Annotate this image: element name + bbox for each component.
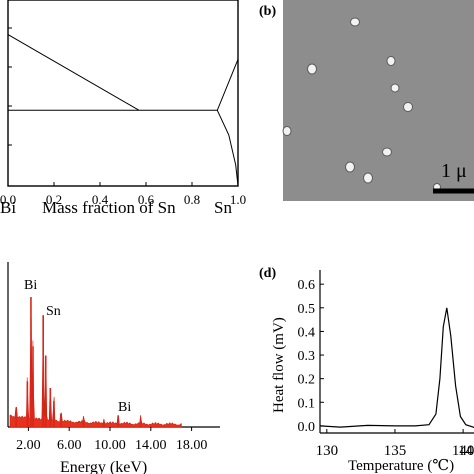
sem-particle bbox=[345, 161, 355, 173]
sem-particle bbox=[403, 102, 413, 112]
sem-particle bbox=[350, 17, 360, 27]
phase-diagram-lines bbox=[7, 34, 239, 187]
d-ytick-label: 0.3 bbox=[298, 349, 316, 364]
a-xtick-label: 0.2 bbox=[46, 192, 62, 207]
c-xtick-label: 2.00 bbox=[16, 438, 41, 453]
peak-label-bi: Bi bbox=[24, 278, 37, 293]
d-xtick-label: 130 bbox=[316, 443, 339, 459]
sem-particle bbox=[382, 147, 392, 157]
sem-image bbox=[283, 0, 474, 201]
d-ytick-label: 0.5 bbox=[298, 302, 316, 317]
panel-b: (b) 1 μ bbox=[259, 0, 474, 201]
c-xtick-label: 14.00 bbox=[135, 438, 167, 453]
panel-c: 2.00 6.00 10.00 14.00 18.00 Bi Sn Bi Energy … bbox=[7, 262, 220, 474]
a-xtick-label: 0.4 bbox=[92, 192, 109, 207]
sem-particle bbox=[282, 126, 292, 136]
d-xtick-label: 135 bbox=[384, 443, 407, 459]
sem-particle bbox=[363, 172, 373, 184]
c-xtick-label: 18.00 bbox=[176, 438, 208, 453]
c-xlabel: Energy (keV) bbox=[60, 459, 147, 474]
c-x-ticks: 2.00 6.00 10.00 14.00 18.00 bbox=[16, 427, 207, 453]
panel-d-label: (d) bbox=[259, 266, 276, 281]
a-x-ticks: 0.0 0.2 0.4 0.6 0.8 1.0 bbox=[0, 182, 246, 207]
sem-particles bbox=[282, 17, 441, 191]
a-xtick-label: 0.0 bbox=[0, 192, 16, 207]
dsc-curve bbox=[319, 307, 474, 429]
panel-b-label: (b) bbox=[259, 4, 276, 19]
c-xtick-label: 6.00 bbox=[57, 438, 82, 453]
a-xlabel-right: Sn bbox=[214, 198, 232, 217]
sem-particle bbox=[390, 83, 400, 93]
peak-label-bi-l: Bi bbox=[118, 400, 131, 415]
d-ytick-label: 0.0 bbox=[298, 420, 316, 435]
sem-particle bbox=[386, 56, 396, 66]
a-xlabel: Mass fraction of Sn bbox=[42, 198, 176, 217]
a-xtick-label: 1.0 bbox=[230, 192, 246, 207]
d-ytick-label: 0.1 bbox=[298, 396, 316, 411]
d-y-ticks: 0.0 0.1 0.2 0.3 0.4 0.5 0.6 bbox=[298, 278, 324, 435]
d-ytick-label: 0.4 bbox=[298, 325, 316, 340]
c-xtick-label: 10.00 bbox=[94, 438, 126, 453]
d-xtick-label: 14 bbox=[458, 443, 474, 459]
phase-boundary-line bbox=[216, 110, 239, 187]
d-ylabel: Heat flow (mV) bbox=[271, 317, 287, 413]
d-xtick-label: 140 bbox=[452, 443, 474, 459]
a-xtick-label: 0.6 bbox=[138, 192, 155, 207]
sem-particle bbox=[307, 63, 317, 75]
d-xlabel: Temperature (℃) bbox=[348, 458, 454, 474]
panel-a-frame bbox=[7, 0, 239, 187]
d-ytick-label: 0.2 bbox=[298, 373, 316, 388]
d-ytick-label: 0.6 bbox=[298, 278, 316, 293]
eds-spectrum bbox=[9, 297, 182, 428]
eds-spectrum-area bbox=[9, 317, 182, 428]
scale-bar-label: 1 μ bbox=[441, 160, 467, 182]
peak-label-sn: Sn bbox=[46, 304, 61, 319]
a-xlabel-left: Bi bbox=[0, 198, 16, 217]
panel-a: 0.0 0.2 0.4 0.6 0.8 1.0 Bi Mass fraction of S… bbox=[0, 0, 246, 217]
a-xtick-label: 0.8 bbox=[184, 192, 200, 207]
phase-boundary-line bbox=[139, 59, 239, 111]
phase-boundary-line bbox=[7, 34, 140, 111]
